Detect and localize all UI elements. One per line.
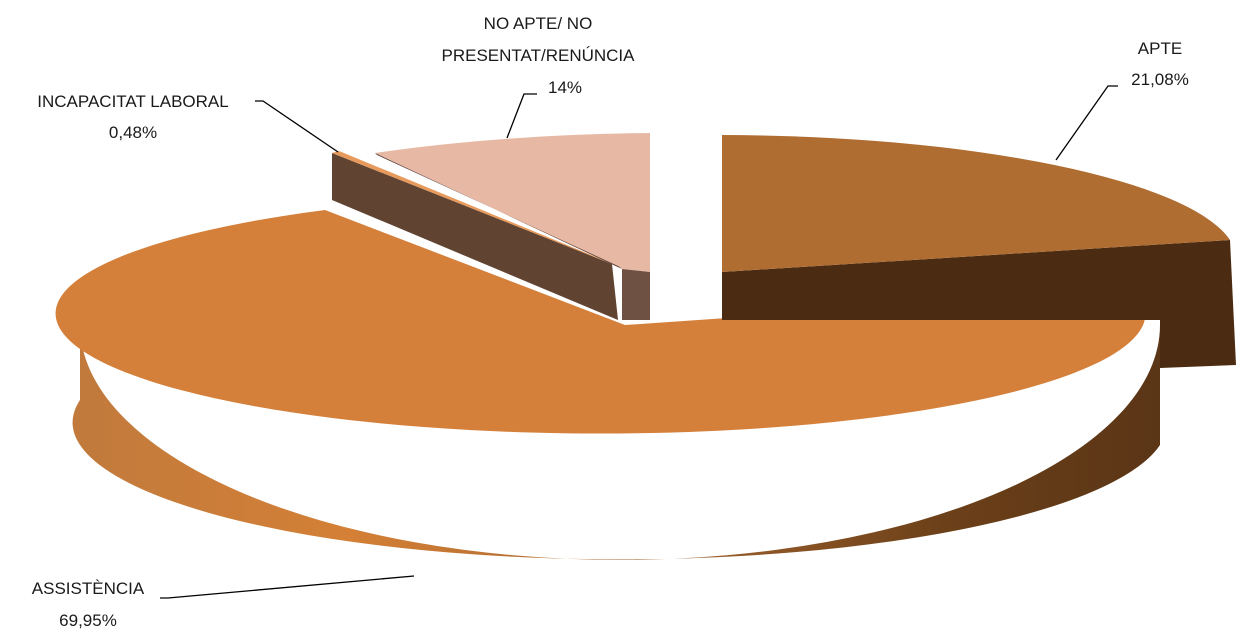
label-no-apte-line2: PRESENTAT/RENÚNCIA [441,46,635,65]
leader-incapacitat [255,100,339,153]
slice-no-apte [375,133,650,320]
label-assistencia-value: 69,95% [59,611,117,630]
leader-assistencia [160,575,415,599]
slice-incapacitat-top [332,151,618,266]
slice-assistencia [55,210,1161,560]
label-incapacitat: INCAPACITAT LABORAL [37,92,228,111]
leader-apte [1055,85,1118,161]
slice-apte-side [722,240,1236,368]
leader-no-apte [506,93,537,139]
label-incapacitat-value: 0,48% [109,123,157,142]
slice-apte-top [722,135,1230,272]
label-apte-value: 21,08% [1131,70,1189,89]
slice-no-apte-top [375,133,650,272]
slice-apte [722,135,1236,368]
slice-assistencia-top [55,210,1146,434]
slice-no-apte-side [622,269,650,320]
label-assistencia: ASSISTÈNCIA [32,579,145,598]
label-no-apte-line1: NO APTE/ NO [484,14,593,33]
label-apte: APTE [1138,39,1182,58]
slice-no-apte-side-dark [375,153,622,269]
slice-incapacitat-side [332,153,618,320]
label-no-apte-value: 14% [548,78,582,97]
slice-incapacitat [332,151,618,320]
